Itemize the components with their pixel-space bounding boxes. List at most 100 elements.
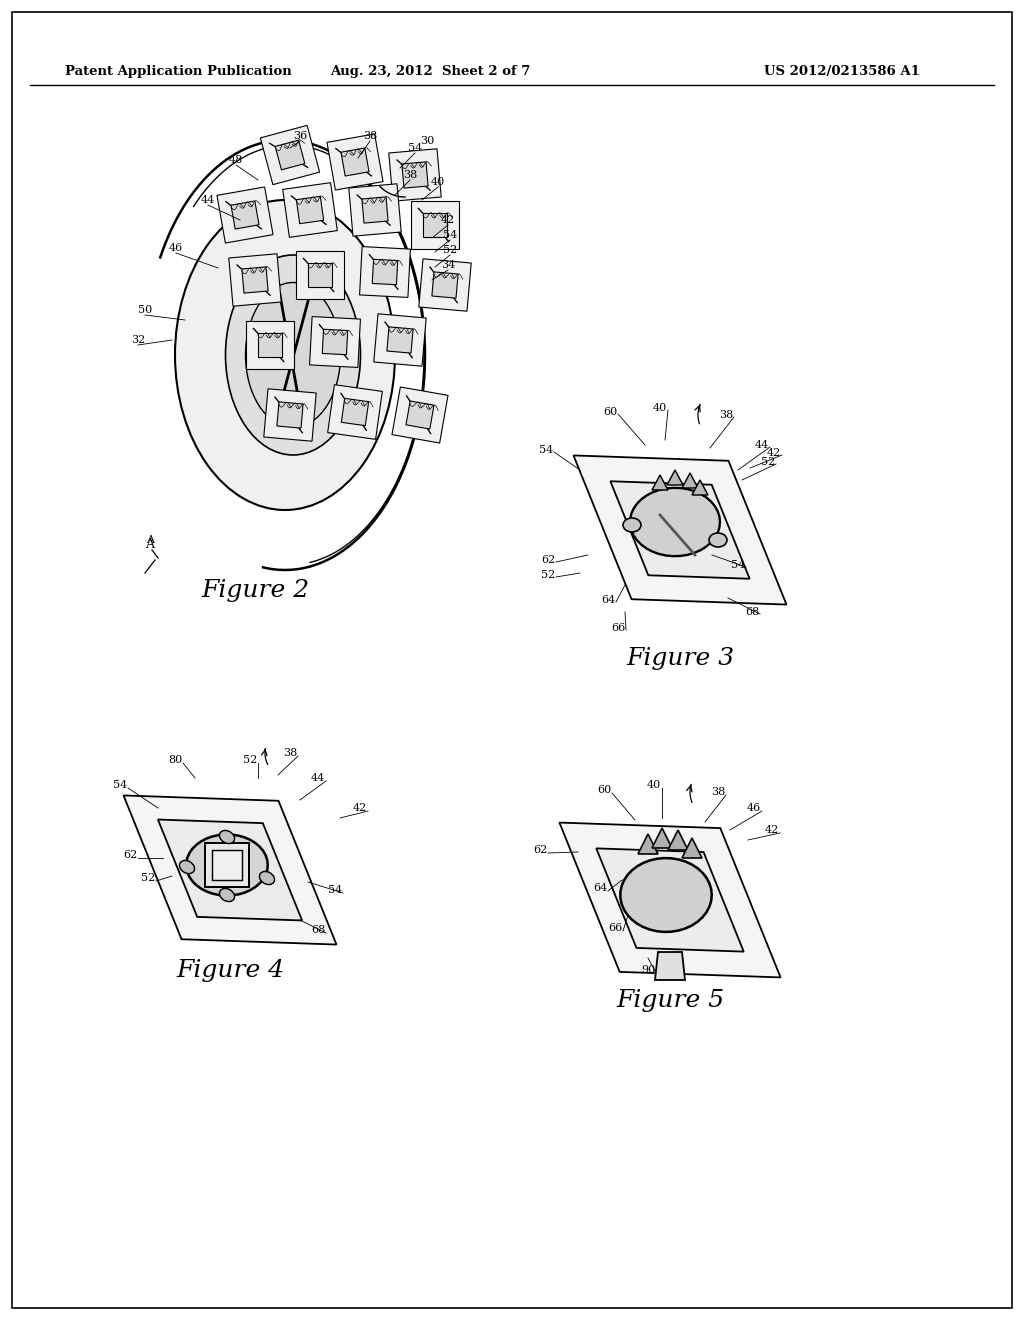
- Ellipse shape: [219, 888, 234, 902]
- Text: 34: 34: [441, 260, 455, 271]
- Text: 64: 64: [601, 595, 615, 605]
- Text: 80: 80: [168, 755, 182, 766]
- Polygon shape: [228, 253, 282, 306]
- Polygon shape: [559, 822, 780, 977]
- Text: 54: 54: [408, 143, 422, 153]
- Text: A: A: [146, 535, 154, 545]
- Text: 40: 40: [431, 177, 445, 187]
- Text: 60: 60: [597, 785, 611, 795]
- Polygon shape: [264, 389, 316, 441]
- Polygon shape: [668, 830, 688, 850]
- Text: 54: 54: [113, 780, 127, 789]
- Polygon shape: [217, 187, 273, 243]
- Polygon shape: [423, 213, 447, 238]
- Polygon shape: [260, 125, 319, 185]
- Polygon shape: [432, 272, 458, 298]
- Text: Figure 4: Figure 4: [176, 958, 284, 982]
- Polygon shape: [621, 858, 712, 932]
- Ellipse shape: [179, 861, 195, 874]
- Polygon shape: [205, 843, 249, 887]
- Text: 62: 62: [541, 554, 555, 565]
- Text: 54: 54: [442, 230, 457, 240]
- Ellipse shape: [623, 517, 641, 532]
- Text: 52: 52: [761, 457, 775, 467]
- Text: 68: 68: [311, 925, 326, 935]
- Polygon shape: [630, 488, 720, 556]
- Polygon shape: [231, 201, 259, 228]
- Polygon shape: [296, 197, 324, 223]
- Text: 40: 40: [647, 780, 662, 789]
- Text: 60: 60: [603, 407, 617, 417]
- Polygon shape: [308, 263, 332, 286]
- Text: 64: 64: [593, 883, 607, 894]
- Polygon shape: [411, 201, 459, 249]
- Text: 54: 54: [328, 884, 342, 895]
- Polygon shape: [309, 317, 360, 367]
- Polygon shape: [655, 952, 685, 979]
- Text: 42: 42: [441, 215, 455, 224]
- Text: 66: 66: [608, 923, 623, 933]
- Text: 38: 38: [283, 748, 297, 758]
- Polygon shape: [276, 401, 303, 428]
- Text: 54: 54: [539, 445, 553, 455]
- Text: 48: 48: [229, 154, 243, 165]
- Polygon shape: [419, 259, 471, 312]
- Polygon shape: [242, 267, 268, 293]
- Text: 46: 46: [169, 243, 183, 253]
- Polygon shape: [667, 470, 683, 484]
- Text: 68: 68: [744, 607, 759, 616]
- Polygon shape: [401, 162, 428, 189]
- Polygon shape: [682, 473, 698, 488]
- Polygon shape: [373, 259, 397, 285]
- Polygon shape: [328, 384, 382, 440]
- Polygon shape: [186, 834, 268, 895]
- Text: Aug. 23, 2012  Sheet 2 of 7: Aug. 23, 2012 Sheet 2 of 7: [330, 66, 530, 78]
- Text: 36: 36: [293, 131, 307, 141]
- Polygon shape: [158, 820, 302, 920]
- Polygon shape: [341, 399, 369, 425]
- Text: 38: 38: [362, 131, 377, 141]
- Text: 44: 44: [755, 440, 769, 450]
- Text: 62: 62: [532, 845, 547, 855]
- Text: A: A: [145, 539, 155, 552]
- Polygon shape: [327, 133, 383, 190]
- Polygon shape: [359, 247, 411, 297]
- Polygon shape: [406, 401, 434, 429]
- Text: 32: 32: [131, 335, 145, 345]
- Polygon shape: [610, 482, 750, 578]
- Polygon shape: [596, 849, 743, 952]
- Ellipse shape: [709, 533, 727, 546]
- Polygon shape: [652, 828, 672, 847]
- Text: 54: 54: [731, 560, 745, 570]
- Ellipse shape: [175, 201, 395, 510]
- Polygon shape: [246, 321, 294, 370]
- Polygon shape: [692, 480, 708, 495]
- Polygon shape: [341, 148, 369, 176]
- Text: 44: 44: [311, 774, 326, 783]
- Polygon shape: [275, 140, 305, 170]
- Text: 46: 46: [746, 803, 761, 813]
- Text: 38: 38: [719, 411, 733, 420]
- Text: 30: 30: [420, 136, 434, 147]
- Text: Figure 5: Figure 5: [616, 989, 724, 1011]
- Text: 90: 90: [641, 965, 655, 975]
- Text: 38: 38: [711, 787, 725, 797]
- Polygon shape: [374, 314, 426, 366]
- Text: 50: 50: [138, 305, 153, 315]
- Polygon shape: [258, 333, 282, 358]
- Text: 62: 62: [123, 850, 137, 861]
- Polygon shape: [652, 475, 668, 490]
- Polygon shape: [389, 149, 441, 201]
- Text: 44: 44: [201, 195, 215, 205]
- Text: 42: 42: [765, 825, 779, 836]
- Polygon shape: [283, 182, 337, 238]
- Polygon shape: [361, 197, 388, 223]
- Polygon shape: [323, 329, 348, 355]
- Text: Figure 2: Figure 2: [201, 578, 309, 602]
- Text: Patent Application Publication: Patent Application Publication: [65, 66, 292, 78]
- Text: Figure 3: Figure 3: [626, 647, 734, 669]
- Polygon shape: [638, 834, 658, 854]
- Polygon shape: [387, 327, 413, 354]
- Text: 52: 52: [442, 246, 457, 255]
- Text: 40: 40: [653, 403, 667, 413]
